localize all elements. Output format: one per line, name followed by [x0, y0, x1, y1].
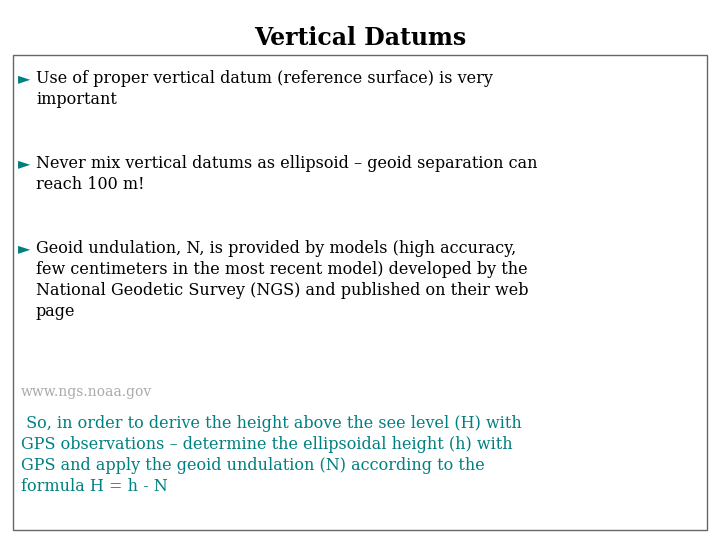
- Text: ►: ►: [18, 240, 30, 257]
- Text: ►: ►: [18, 70, 30, 87]
- Text: So, in order to derive the height above the see level (H) with
GPS observations : So, in order to derive the height above …: [21, 415, 522, 495]
- Text: Vertical Datums: Vertical Datums: [254, 26, 466, 50]
- Text: ►: ►: [18, 155, 30, 172]
- Text: www.ngs.noaa.gov: www.ngs.noaa.gov: [21, 385, 152, 399]
- Bar: [13, 55, 707, 530]
- Text: Use of proper vertical datum (reference surface) is very
important: Use of proper vertical datum (reference …: [36, 70, 493, 108]
- Text: Never mix vertical datums as ellipsoid – geoid separation can
reach 100 m!: Never mix vertical datums as ellipsoid –…: [36, 155, 538, 193]
- Text: Geoid undulation, N, is provided by models (high accuracy,
few centimeters in th: Geoid undulation, N, is provided by mode…: [36, 240, 528, 320]
